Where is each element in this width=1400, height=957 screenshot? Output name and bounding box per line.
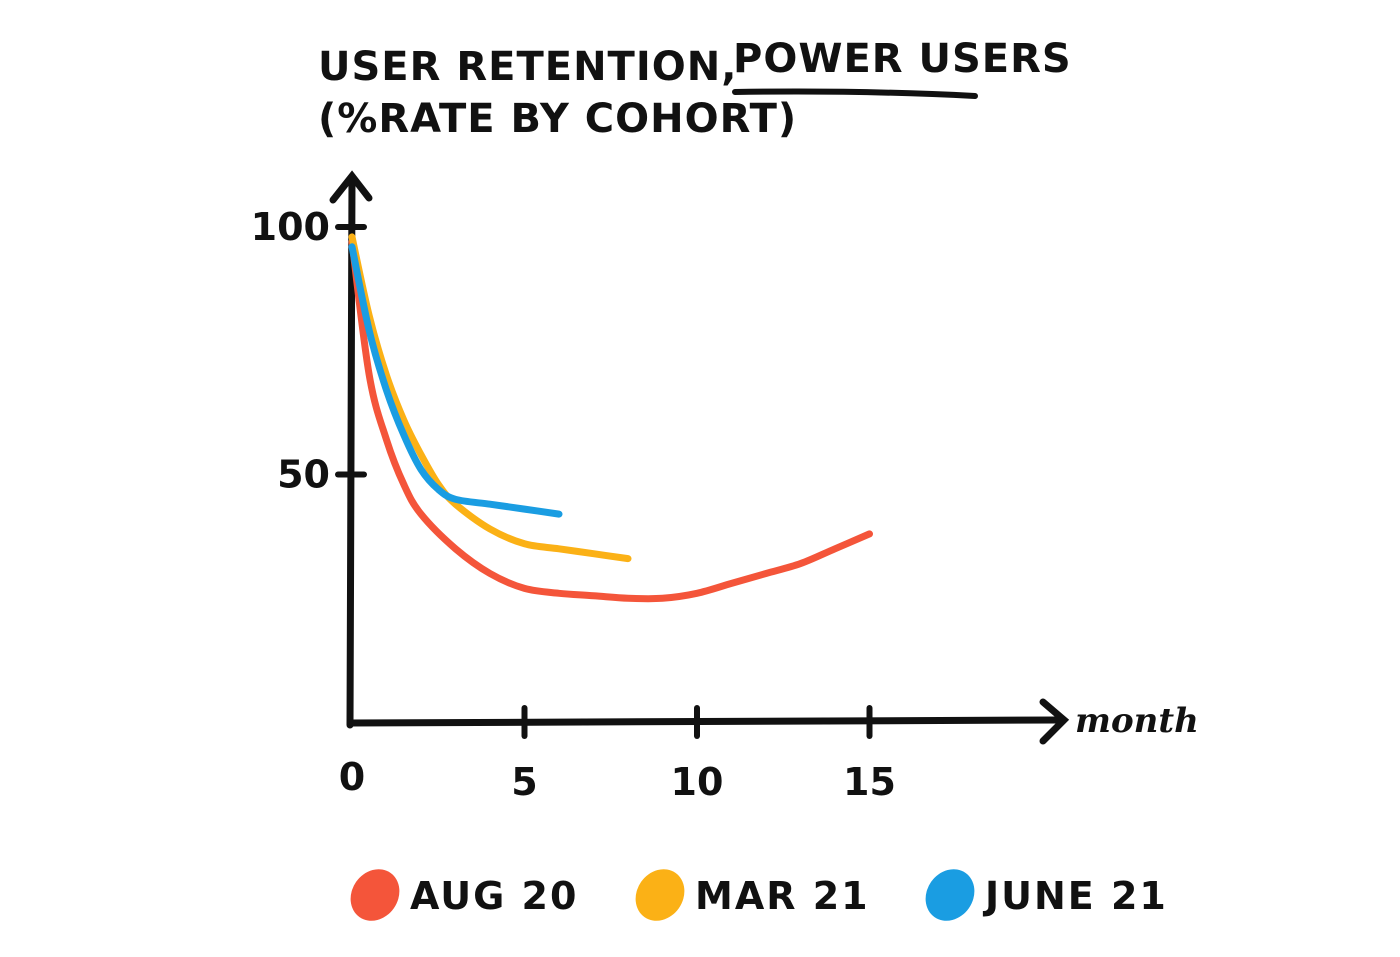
series-layer	[348, 233, 873, 603]
chart-subtitle: (%RATE BY COHORT)	[318, 96, 797, 142]
series-line-mar-21	[348, 233, 632, 563]
y-axis-arrowhead	[329, 170, 373, 204]
x-tick-label: 5	[511, 760, 537, 804]
y-ticks: 50 100	[251, 205, 367, 497]
legend-label-june-21: JUNE 21	[982, 874, 1168, 918]
legend: AUG 20 MAR 21 JUNE 21	[350, 869, 1168, 921]
series-line-aug-20	[348, 238, 873, 603]
legend-swatch-june-21	[925, 869, 975, 921]
legend-swatch-aug-20	[350, 869, 400, 921]
x-tick-label: 10	[671, 760, 724, 804]
x-tick-label: 0	[339, 755, 365, 799]
x-axis	[346, 716, 1064, 727]
y-axis	[346, 174, 356, 729]
series-line-june-21	[348, 243, 563, 518]
x-axis-label: month	[1075, 701, 1199, 741]
x-axis-arrowhead	[1039, 698, 1070, 745]
y-tick-label: 100	[251, 205, 330, 249]
x-tick-label: 15	[843, 760, 896, 804]
y-tick-label: 50	[277, 453, 330, 497]
title-underline	[732, 88, 978, 99]
chart-title: USER RETENTION,	[318, 44, 737, 90]
legend-swatch-mar-21	[635, 869, 685, 921]
x-ticks: 0 5 10 15	[339, 705, 896, 804]
chart-title-highlight: POWER USERS	[733, 36, 1072, 82]
legend-label-mar-21: MAR 21	[695, 874, 870, 918]
legend-label-aug-20: AUG 20	[410, 874, 578, 918]
